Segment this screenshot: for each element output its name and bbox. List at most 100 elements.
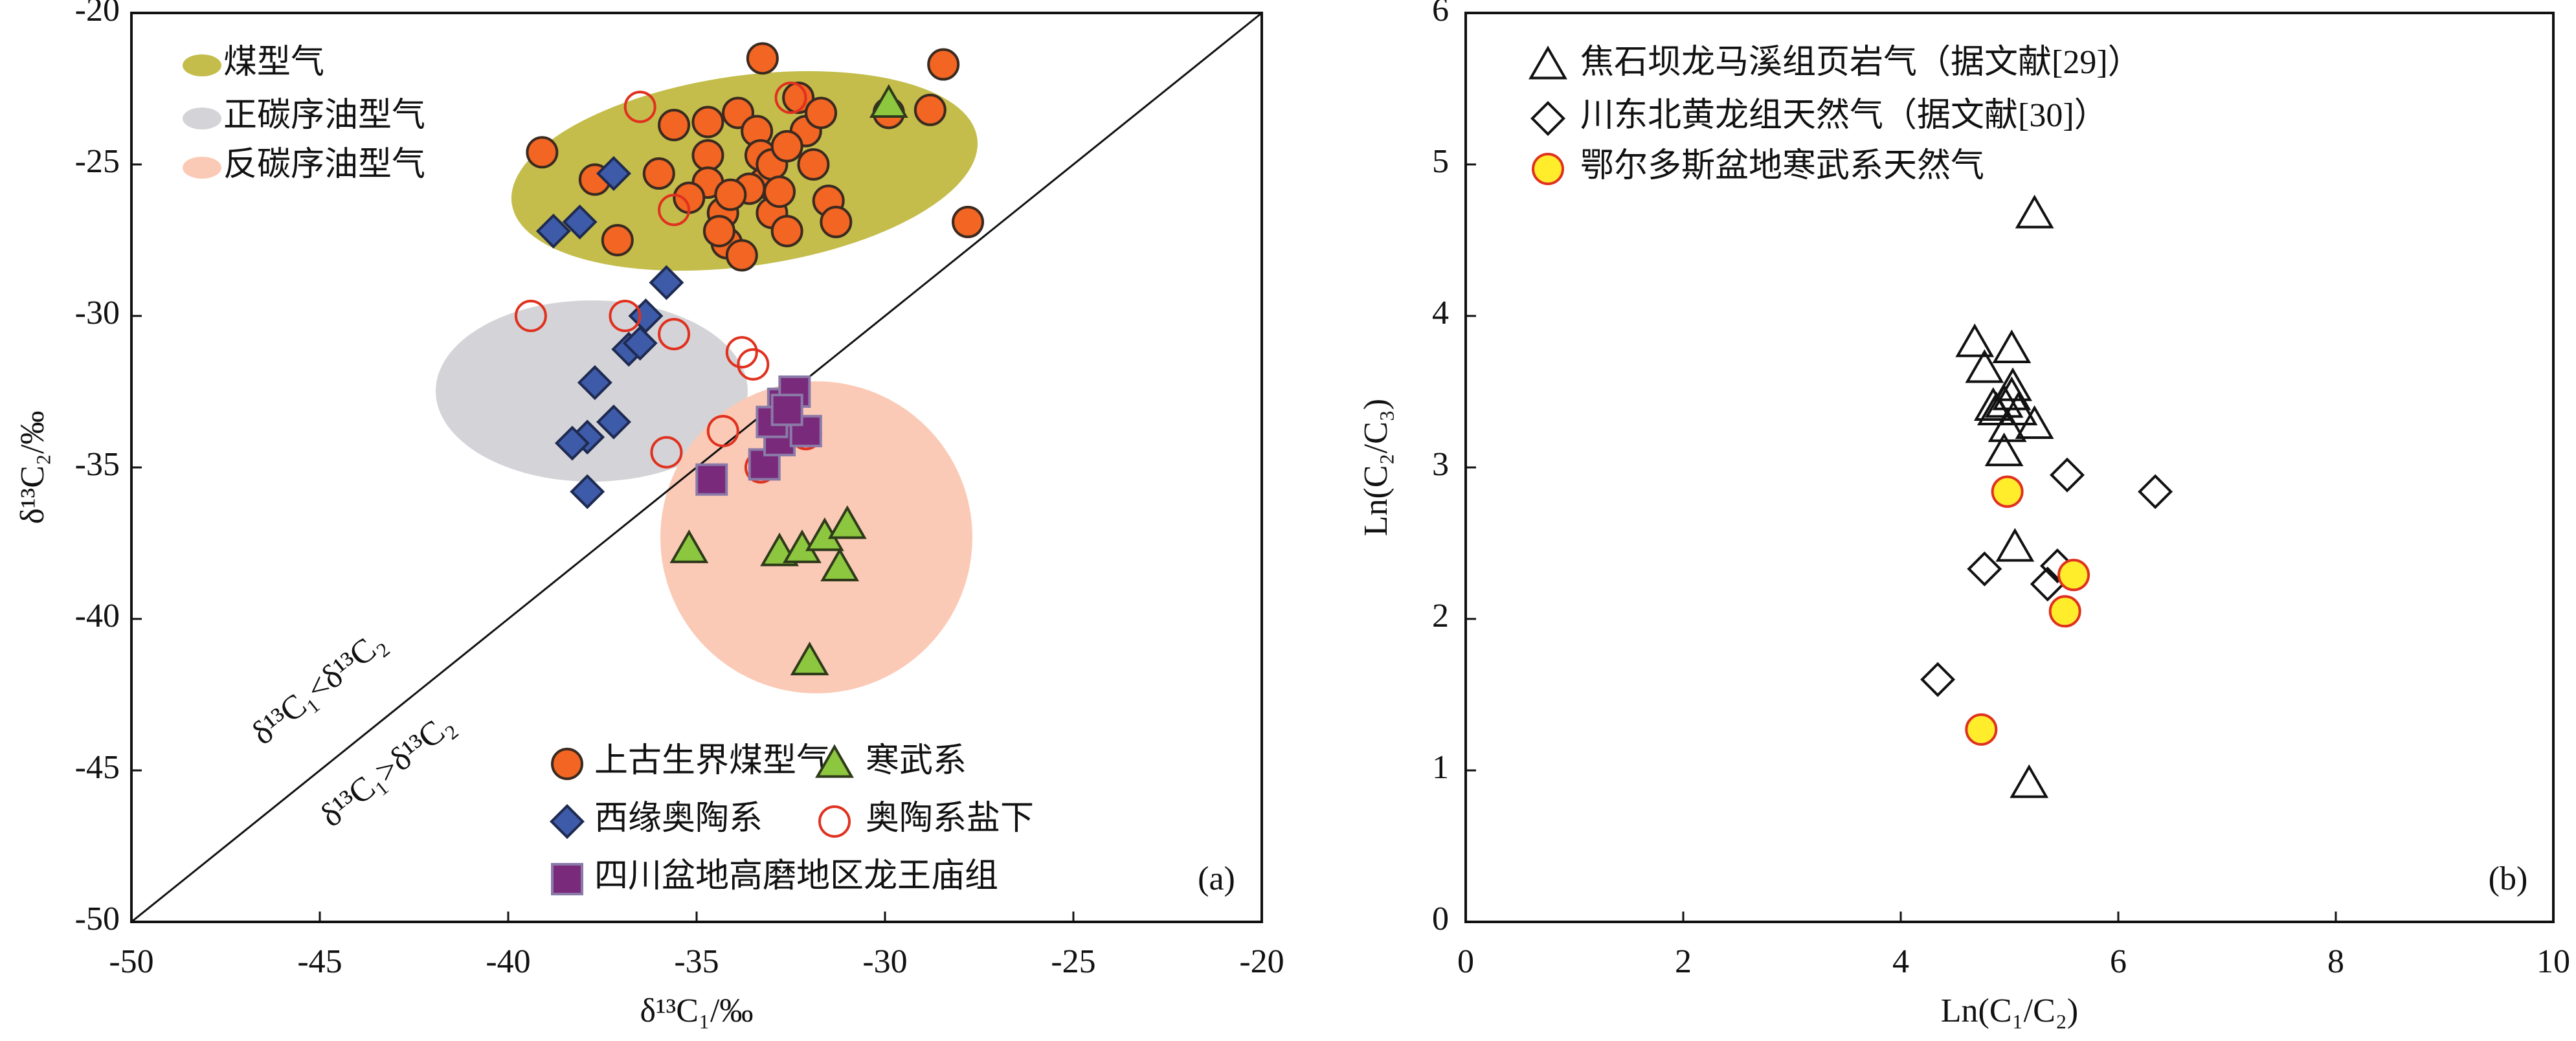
legend-marker: [815, 744, 854, 778]
marker: [2048, 595, 2081, 628]
y-tick-label: -45: [75, 749, 120, 786]
marker: [827, 505, 867, 539]
marker: [737, 348, 770, 381]
series: [1955, 194, 2054, 798]
marker: [601, 224, 634, 256]
y-axis-label: Ln(C₂/C₃): [1358, 399, 1394, 536]
legend-label: 寒武系: [866, 743, 967, 779]
marker: [535, 213, 571, 249]
marker: [770, 394, 803, 427]
y-tick-label: 0: [1432, 901, 1449, 937]
legend-label: 鄂尔多斯盆地寒武系天然气: [1580, 148, 1984, 185]
marker: [797, 148, 830, 181]
y-tick-label: -50: [75, 901, 120, 937]
legend-marker: [551, 748, 583, 780]
legend-label: 上古生界煤型气: [594, 743, 830, 779]
marker: [927, 48, 960, 81]
x-tick-label: -20: [1239, 943, 1284, 980]
marker: [596, 404, 631, 440]
marker: [770, 129, 803, 162]
marker: [1920, 662, 1956, 697]
y-axis-label: δ¹³C₂/‰: [14, 411, 51, 524]
legend-label: 奥陶系盐下: [866, 800, 1034, 837]
legend-marker: [818, 805, 851, 838]
x-tick-label: -30: [862, 943, 907, 980]
marker: [514, 300, 547, 332]
marker: [2010, 764, 2049, 798]
x-tick-label: 10: [2537, 943, 2570, 980]
marker: [714, 178, 747, 211]
series: [669, 84, 908, 676]
marker: [805, 96, 838, 129]
marker: [869, 84, 908, 118]
legend-label: 四川盆地高磨地区龙王庙组: [594, 858, 998, 895]
marker: [1967, 551, 2002, 587]
marker: [658, 194, 691, 227]
marker: [1955, 323, 1995, 357]
x-tick-label: 6: [2110, 943, 2127, 980]
legend-label: 反碳序油型气: [223, 146, 425, 183]
y-tick-label: -40: [75, 598, 120, 634]
legend-marker: [1532, 153, 1564, 185]
series: [1965, 475, 2090, 746]
x-tick-label: -50: [109, 943, 153, 980]
legend-label: 正碳序油型气: [223, 97, 425, 134]
legend-label: 川东北黄龙组天然气（据文献[30]）: [1580, 97, 2108, 134]
x-tick-label: -25: [1051, 943, 1095, 980]
y-tick-label: -35: [75, 446, 120, 483]
marker: [782, 82, 815, 115]
y-tick-label: 6: [1432, 0, 1449, 28]
marker: [650, 436, 683, 469]
marker: [562, 204, 598, 240]
marker: [642, 157, 675, 190]
marker: [820, 205, 853, 238]
x-axis-label: δ¹³C₁/‰: [640, 992, 754, 1029]
marker: [1991, 475, 2024, 508]
x-tick-label: -35: [674, 943, 719, 980]
series: [535, 156, 684, 509]
marker: [913, 93, 946, 126]
y-tick-label: 5: [1432, 143, 1449, 180]
y-tick-label: 1: [1432, 749, 1449, 786]
legend-swatch: [183, 107, 221, 129]
annotation: δ¹³C₁>δ¹³C₂: [313, 706, 461, 834]
marker: [1965, 349, 2004, 383]
panel-label: (a): [1198, 860, 1235, 897]
y-tick-label: 2: [1432, 598, 1449, 634]
marker: [1965, 713, 1998, 746]
y-tick-label: 3: [1432, 446, 1449, 483]
annotation: δ¹³C₁<δ¹³C₂: [245, 623, 392, 752]
marker: [658, 109, 691, 142]
x-axis-label: Ln(C₁/C₂): [1941, 992, 2078, 1029]
marker: [1993, 367, 2032, 401]
x-tick-label: -40: [486, 943, 530, 980]
marker: [763, 175, 796, 208]
legend-swatch: [183, 157, 221, 179]
legend-marker: [550, 804, 585, 839]
marker: [577, 364, 612, 400]
marker: [526, 136, 559, 169]
marker: [1973, 386, 2013, 421]
x-tick-label: 2: [1675, 943, 1692, 980]
marker: [622, 326, 658, 361]
marker: [691, 106, 724, 139]
marker: [596, 156, 631, 192]
marker: [746, 42, 779, 75]
marker: [770, 214, 803, 247]
y-tick-label: -20: [75, 0, 120, 28]
marker: [725, 336, 758, 369]
x-tick-label: 8: [2327, 943, 2344, 980]
series: [526, 42, 985, 272]
y-tick-label: -30: [75, 295, 120, 331]
marker: [1984, 432, 2024, 467]
marker: [1992, 376, 2032, 410]
marker: [2050, 457, 2085, 493]
marker: [2015, 405, 2054, 440]
marker: [790, 642, 829, 676]
x-tick-label: 0: [1457, 943, 1474, 980]
marker: [554, 425, 590, 461]
marker: [649, 265, 684, 300]
marker: [623, 91, 656, 124]
marker: [669, 529, 709, 563]
marker: [658, 318, 691, 351]
